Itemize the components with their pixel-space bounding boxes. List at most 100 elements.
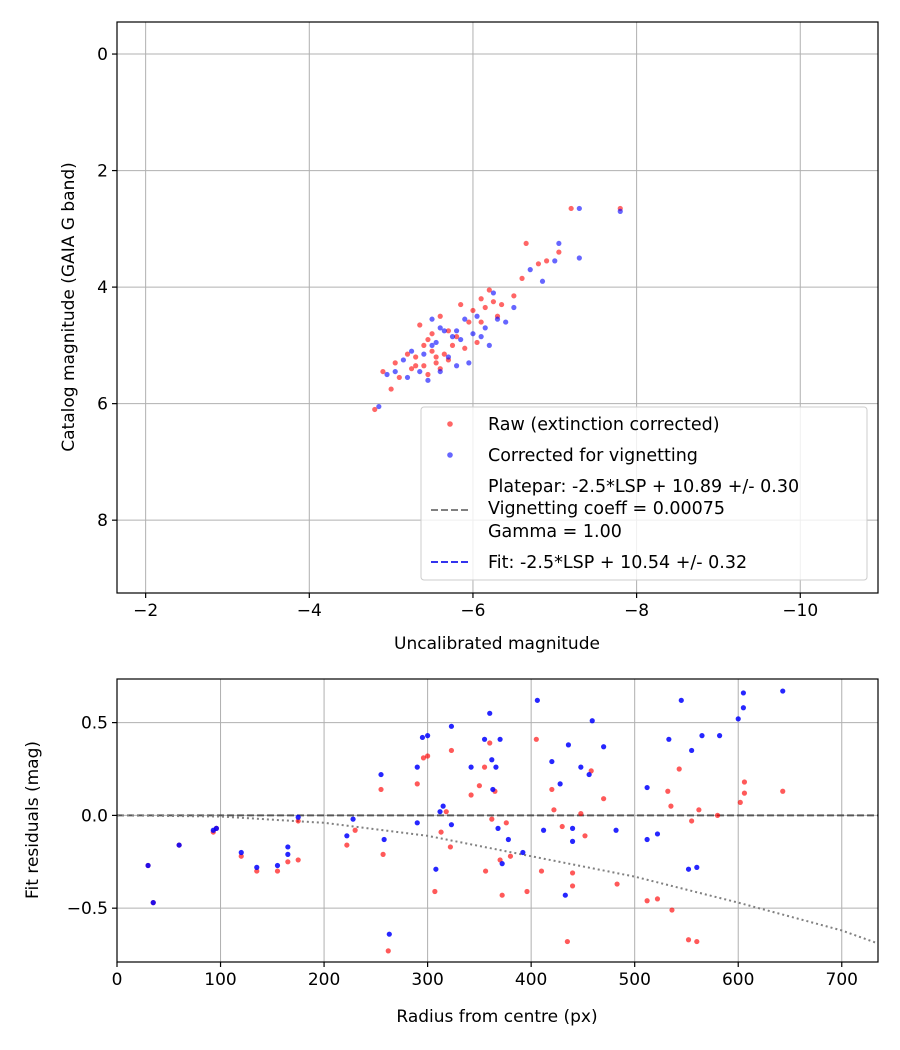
corrected-residual-point (285, 844, 291, 850)
corrected-point (470, 331, 476, 337)
corrected-point (503, 319, 509, 325)
corrected-residual-point (578, 764, 584, 770)
corrected-point (576, 205, 582, 212)
raw-residual-point (295, 857, 301, 863)
raw-point (437, 313, 443, 319)
raw-residual-point (503, 820, 509, 826)
raw-residual-point (564, 938, 570, 945)
corrected-residual-point (497, 736, 503, 742)
corrected-residual-point (213, 825, 219, 831)
legend-box (420, 406, 868, 581)
corrected-residual-point (644, 836, 650, 843)
top-x-axis-label: Uncalibrated magnitude (394, 634, 600, 654)
corrected-point (425, 377, 431, 383)
raw-point (413, 354, 419, 360)
corrected-residual-point (254, 864, 260, 870)
corrected-residual-point (540, 827, 547, 833)
legend-corrected-marker (447, 452, 453, 458)
raw-point (543, 258, 550, 264)
x-tick-label: −8 (624, 601, 649, 621)
top-plot-frame (116, 21, 879, 594)
raw-residual-point (668, 803, 674, 809)
corrected-point (437, 368, 443, 375)
raw-residual-point (676, 766, 682, 772)
legend-raw-label: Raw (extinction corrected) (488, 415, 720, 435)
corrected-residual-point (699, 733, 705, 739)
corrected-point (552, 258, 558, 264)
y-tick-label: 0.5 (81, 714, 108, 734)
legend-vignetting-label: Vignetting coeff = 0.00075 (488, 499, 725, 519)
corrected-point (421, 351, 427, 357)
corrected-residual-point (569, 825, 576, 831)
raw-point (474, 339, 480, 346)
corrected-point (556, 240, 562, 247)
x-tick-label: 400 (515, 970, 547, 990)
corrected-residual-point (274, 862, 281, 869)
corrected-point (449, 334, 456, 340)
corrected-point (511, 304, 517, 311)
raw-residual-point (669, 907, 675, 913)
raw-point (433, 354, 439, 360)
raw-point (429, 348, 435, 354)
y-tick-label: 0 (97, 45, 108, 65)
x-tick-label: −10 (782, 601, 818, 621)
corrected-residual-point (414, 820, 420, 826)
y-tick-label: 2 (97, 162, 108, 182)
raw-residual-point (352, 827, 358, 833)
raw-point (380, 368, 386, 375)
corrected-residual-point (489, 757, 495, 763)
corrected-point (417, 368, 423, 375)
corrected-residual-point (386, 931, 392, 937)
raw-residual-point (737, 799, 743, 806)
raw-residual-point (533, 736, 539, 742)
raw-residual-point (524, 888, 530, 895)
raw-point (433, 360, 439, 366)
raw-residual-point (482, 868, 489, 874)
corrected-point (453, 363, 460, 369)
raw-residual-point (714, 812, 721, 818)
x-tick-label: 300 (411, 970, 443, 990)
raw-point (498, 301, 505, 308)
raw-point (441, 351, 447, 357)
raw-residual-point (694, 938, 700, 945)
corrected-point (429, 316, 435, 322)
corrected-point (453, 328, 460, 334)
corrected-residual-point (520, 849, 526, 856)
corrected-residual-point (505, 836, 511, 843)
raw-point (417, 322, 423, 328)
corrected-residual-point (689, 747, 695, 754)
raw-point (404, 351, 411, 357)
raw-point (478, 319, 484, 325)
corrected-residual-point (145, 862, 151, 869)
raw-residual-point (380, 851, 386, 857)
corrected-residual-point (654, 831, 661, 837)
raw-residual-point (614, 881, 620, 887)
raw-point (490, 299, 497, 305)
raw-residual-point (443, 809, 449, 815)
raw-point (458, 301, 464, 308)
raw-residual-point (569, 883, 576, 889)
raw-residual-point (295, 818, 301, 824)
corrected-point (376, 403, 382, 410)
raw-residual-point (414, 781, 420, 787)
raw-residual-point (420, 755, 427, 761)
raw-residual-point (274, 868, 281, 874)
y-tick-label: 4 (97, 278, 108, 298)
corrected-residual-point (678, 697, 684, 703)
raw-point (425, 371, 431, 378)
raw-residual-point (559, 823, 565, 830)
top-raw-points (372, 205, 623, 413)
raw-residual-point (741, 790, 748, 796)
legend-fit-label: Fit: -2.5*LSP + 10.54 +/- 0.32 (488, 553, 747, 573)
raw-residual-point (741, 779, 748, 785)
corrected-point (441, 328, 447, 334)
raw-residual-point (432, 888, 438, 895)
corrected-residual-point (716, 733, 723, 739)
raw-point (523, 240, 529, 247)
raw-residual-point (780, 788, 786, 794)
corrected-point (400, 357, 406, 363)
raw-point (449, 342, 456, 348)
raw-residual-point (696, 807, 702, 813)
corrected-residual-point (601, 744, 607, 750)
